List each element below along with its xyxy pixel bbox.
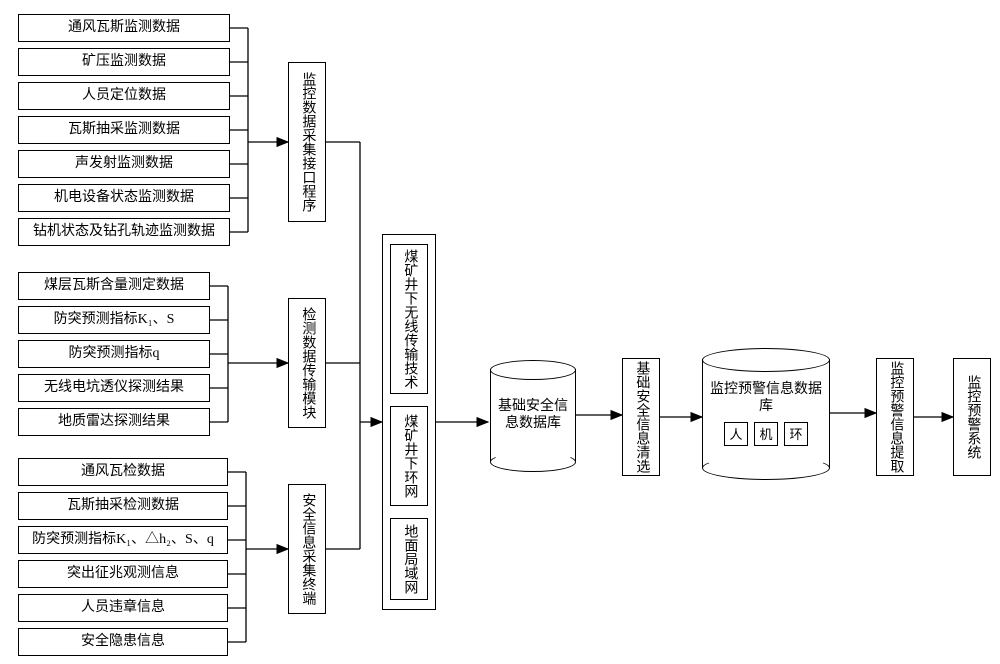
col2-box-1: 检测数据传输模块 — [288, 298, 326, 428]
col2-box-0: 监控数据采集接口程序 — [288, 62, 326, 222]
col8-box: 监控预警系统 — [953, 358, 991, 476]
database-cylinder: 基础安全信息数据库 — [490, 360, 576, 470]
group1-item-3: 瓦斯抽采监测数据 — [18, 116, 230, 144]
group2-item-1: 防突预测指标K₁、S — [18, 306, 210, 334]
group1-item-4: 声发射监测数据 — [18, 150, 230, 178]
group2-item-4: 地质雷达探测结果 — [18, 408, 210, 436]
col3-box-2: 地面局域网 — [390, 518, 428, 600]
group3-item-4: 人员违章信息 — [18, 594, 228, 622]
col7-box: 监控预警信息提取 — [876, 358, 914, 476]
col3-box-1: 煤矿井下环网 — [390, 406, 428, 506]
db-label: 监控预警信息数据库 — [703, 381, 829, 416]
group2-item-0: 煤层瓦斯含量测定数据 — [18, 272, 210, 300]
group1-item-6: 钻机状态及钻孔轨迹监测数据 — [18, 218, 230, 246]
db2-sub-2: 环 — [784, 422, 808, 446]
group1-item-0: 通风瓦斯监测数据 — [18, 14, 230, 42]
db2-sub-0: 人 — [724, 422, 748, 446]
group1-item-1: 矿压监测数据 — [18, 48, 230, 76]
db-label: 基础安全信息数据库 — [491, 398, 575, 433]
col2-box-2: 安全信息采集终端 — [288, 484, 326, 614]
database-cylinder: 监控预警信息数据库人机环 — [702, 348, 830, 478]
group3-item-2: 防突预测指标K₁、△h₂、S、q — [18, 526, 228, 554]
db2-sub-1: 机 — [754, 422, 778, 446]
col3-box-0: 煤矿井下无线传输技术 — [390, 244, 428, 394]
group3-item-3: 突出征兆观测信息 — [18, 560, 228, 588]
col5-box: 基础安全信息清选 — [622, 358, 660, 476]
diagram-canvas: 通风瓦斯监测数据矿压监测数据人员定位数据瓦斯抽采监测数据声发射监测数据机电设备状… — [0, 0, 1000, 664]
group3-item-0: 通风瓦检数据 — [18, 458, 228, 486]
group2-item-3: 无线电坑透仪探测结果 — [18, 374, 210, 402]
group1-item-2: 人员定位数据 — [18, 82, 230, 110]
group1-item-5: 机电设备状态监测数据 — [18, 184, 230, 212]
group2-item-2: 防突预测指标q — [18, 340, 210, 368]
group3-item-1: 瓦斯抽采检测数据 — [18, 492, 228, 520]
db2-sub-row: 人机环 — [724, 422, 808, 446]
group3-item-5: 安全隐患信息 — [18, 628, 228, 656]
